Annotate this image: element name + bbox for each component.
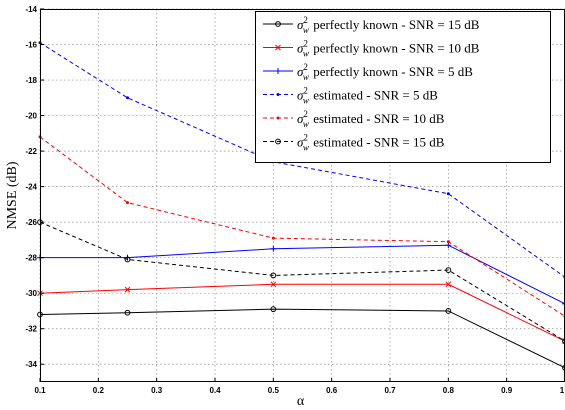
y-tick-label: -32 bbox=[25, 325, 37, 334]
legend-marker bbox=[277, 93, 280, 96]
legend-subscript: w bbox=[303, 25, 309, 35]
series-line bbox=[40, 245, 565, 304]
x-tick-label: 0.7 bbox=[384, 386, 396, 395]
y-tick-label: -20 bbox=[25, 112, 37, 121]
data-point bbox=[447, 192, 450, 195]
y-tick-label: -16 bbox=[25, 41, 37, 50]
data-point bbox=[272, 237, 275, 240]
y-tick-label: -14 bbox=[25, 5, 37, 14]
legend-superscript: 2 bbox=[303, 86, 308, 96]
x-tick-label: 1 bbox=[560, 386, 565, 395]
x-tick-label: 0.6 bbox=[326, 386, 338, 395]
x-axis-label: α bbox=[297, 394, 305, 409]
y-tick-label: -18 bbox=[25, 76, 37, 85]
legend-subscript: w bbox=[303, 72, 309, 82]
y-tick-label: -26 bbox=[25, 218, 37, 227]
legend-text: estimated - SNR = 5 dB bbox=[310, 88, 438, 103]
legend-superscript: 2 bbox=[303, 15, 308, 25]
x-tick-label: 0.9 bbox=[501, 386, 513, 395]
data-point bbox=[126, 96, 129, 99]
y-tick-label: -24 bbox=[25, 183, 37, 192]
series-1 bbox=[38, 307, 565, 370]
y-tick-label: -30 bbox=[25, 289, 37, 298]
legend-superscript: 2 bbox=[303, 109, 308, 119]
legend-text: estimated - SNR = 15 dB bbox=[310, 135, 445, 150]
legend-text: perfectly known - SNR = 10 dB bbox=[310, 41, 480, 56]
y-tick-label: -34 bbox=[25, 360, 37, 369]
data-point bbox=[270, 246, 276, 252]
series-line bbox=[40, 222, 565, 341]
y-tick-label: -22 bbox=[25, 147, 37, 156]
legend-subscript: w bbox=[303, 119, 309, 129]
legend-text: perfectly known - SNR = 5 dB bbox=[310, 64, 473, 79]
legend-text: perfectly known - SNR = 15 dB bbox=[310, 17, 480, 32]
legend-superscript: 2 bbox=[303, 62, 308, 72]
x-tick-label: 0.5 bbox=[268, 386, 280, 395]
data-point bbox=[447, 240, 450, 243]
series-line bbox=[40, 309, 565, 368]
x-tick-label: 0.8 bbox=[443, 386, 455, 395]
x-tick-label: 0.4 bbox=[209, 386, 221, 395]
y-tick-label: -28 bbox=[25, 254, 37, 263]
x-tick-label: 0.1 bbox=[34, 386, 46, 395]
legend-superscript: 2 bbox=[303, 39, 308, 49]
y-axis-label: NMSE (dB) bbox=[5, 161, 20, 229]
x-tick-label: 0.2 bbox=[93, 386, 105, 395]
legend-superscript: 2 bbox=[303, 133, 308, 143]
legend-subscript: w bbox=[303, 143, 309, 153]
legend-subscript: w bbox=[303, 49, 309, 59]
x-tick-label: 0.3 bbox=[151, 386, 163, 395]
series-line bbox=[40, 137, 565, 316]
legend-marker bbox=[277, 117, 280, 120]
legend-subscript: w bbox=[303, 96, 309, 106]
legend-text: estimated - SNR = 10 dB bbox=[310, 111, 445, 126]
data-point bbox=[126, 201, 129, 204]
